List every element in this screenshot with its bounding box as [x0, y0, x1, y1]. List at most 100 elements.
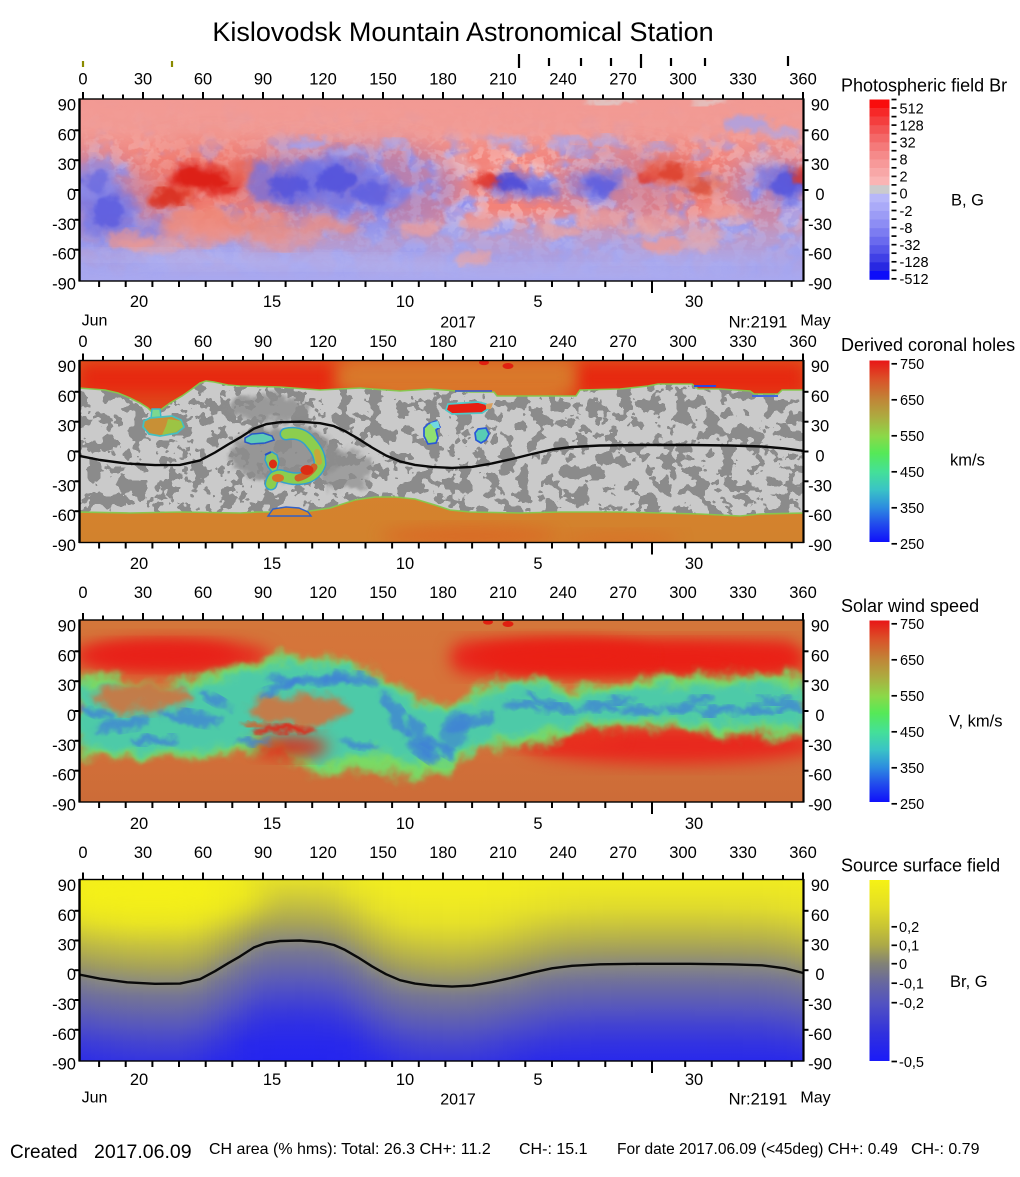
svg-text:0: 0 — [67, 707, 76, 725]
svg-text:0: 0 — [78, 71, 87, 89]
svg-text:-90: -90 — [808, 797, 832, 815]
svg-text:300: 300 — [669, 71, 697, 89]
svg-text:-30: -30 — [808, 996, 832, 1014]
svg-text:240: 240 — [549, 584, 577, 602]
svg-text:270: 270 — [609, 844, 637, 862]
svg-text:90: 90 — [58, 877, 76, 895]
svg-text:0: 0 — [899, 957, 907, 973]
svg-text:360: 360 — [789, 71, 817, 89]
svg-text:60: 60 — [58, 647, 76, 665]
svg-text:-0,1: -0,1 — [899, 977, 924, 993]
svg-text:-60: -60 — [808, 507, 832, 525]
svg-text:10: 10 — [396, 815, 414, 833]
svg-text:150: 150 — [369, 333, 397, 351]
svg-text:0: 0 — [78, 844, 87, 862]
svg-text:60: 60 — [811, 907, 829, 925]
svg-text:Jun: Jun — [82, 313, 108, 330]
svg-text:250: 250 — [900, 537, 924, 553]
svg-text:-60: -60 — [808, 1026, 832, 1044]
svg-text:210: 210 — [489, 71, 517, 89]
svg-text:120: 120 — [309, 584, 337, 602]
svg-text:270: 270 — [609, 333, 637, 351]
svg-text:750: 750 — [900, 617, 924, 633]
svg-text:20: 20 — [130, 293, 148, 311]
svg-text:450: 450 — [900, 725, 924, 741]
svg-text:120: 120 — [309, 333, 337, 351]
svg-text:-0,2: -0,2 — [899, 996, 924, 1012]
svg-text:90: 90 — [811, 618, 829, 636]
svg-text:5: 5 — [533, 815, 542, 833]
svg-text:330: 330 — [729, 844, 757, 862]
svg-text:-60: -60 — [52, 246, 76, 264]
svg-text:20: 20 — [130, 815, 148, 833]
svg-text:30: 30 — [58, 677, 76, 695]
svg-text:30: 30 — [58, 418, 76, 436]
svg-text:-90: -90 — [52, 276, 76, 294]
svg-text:Nr:2191: Nr:2191 — [729, 1091, 788, 1109]
svg-text:0: 0 — [815, 448, 824, 466]
svg-text:CH-: 0.79: CH-: 0.79 — [911, 1141, 980, 1158]
svg-text:180: 180 — [429, 71, 457, 89]
svg-text:750: 750 — [900, 357, 924, 373]
svg-text:-90: -90 — [808, 276, 832, 294]
svg-text:90: 90 — [811, 877, 829, 895]
svg-text:60: 60 — [58, 907, 76, 925]
svg-text:30: 30 — [811, 418, 829, 436]
svg-text:300: 300 — [669, 584, 697, 602]
svg-text:10: 10 — [396, 555, 414, 573]
svg-text:-60: -60 — [808, 246, 832, 264]
svg-text:2017.06.09: 2017.06.09 — [94, 1141, 192, 1163]
svg-text:180: 180 — [429, 333, 457, 351]
svg-text:15: 15 — [263, 555, 281, 573]
svg-text:60: 60 — [58, 388, 76, 406]
svg-text:0: 0 — [815, 186, 824, 204]
svg-text:90: 90 — [254, 71, 272, 89]
svg-text:-30: -30 — [52, 996, 76, 1014]
svg-text:5: 5 — [533, 1071, 542, 1089]
svg-text:-90: -90 — [808, 537, 832, 555]
svg-text:Nr:2191: Nr:2191 — [729, 314, 788, 332]
svg-text:512: 512 — [900, 101, 924, 117]
svg-text:30: 30 — [811, 156, 829, 174]
svg-text:30: 30 — [685, 1071, 703, 1089]
svg-text:350: 350 — [900, 501, 924, 517]
svg-text:60: 60 — [811, 647, 829, 665]
svg-text:350: 350 — [900, 761, 924, 777]
svg-text:330: 330 — [729, 71, 757, 89]
svg-text:-90: -90 — [52, 537, 76, 555]
svg-text:90: 90 — [811, 358, 829, 376]
svg-text:450: 450 — [900, 465, 924, 481]
svg-text:210: 210 — [489, 333, 517, 351]
svg-text:60: 60 — [58, 126, 76, 144]
svg-text:0: 0 — [67, 966, 76, 984]
svg-text:0: 0 — [78, 333, 87, 351]
svg-text:0: 0 — [815, 966, 824, 984]
svg-text:-90: -90 — [808, 1056, 832, 1074]
svg-text:270: 270 — [609, 71, 637, 89]
svg-text:V, km/s: V, km/s — [949, 713, 1003, 731]
svg-text:30: 30 — [58, 156, 76, 174]
svg-text:60: 60 — [194, 844, 212, 862]
svg-text:300: 300 — [669, 844, 697, 862]
svg-text:250: 250 — [900, 797, 924, 813]
svg-text:0: 0 — [67, 448, 76, 466]
svg-text:2: 2 — [900, 170, 908, 186]
svg-text:150: 150 — [369, 71, 397, 89]
svg-text:Photospheric field Br: Photospheric field Br — [841, 76, 1007, 96]
svg-text:Source surface field: Source surface field — [841, 856, 1000, 876]
svg-text:-60: -60 — [52, 507, 76, 525]
svg-text:550: 550 — [900, 689, 924, 705]
svg-text:330: 330 — [729, 584, 757, 602]
svg-text:15: 15 — [263, 293, 281, 311]
svg-text:270: 270 — [609, 584, 637, 602]
svg-text:Kislovodsk Mountain Astronomic: Kislovodsk Mountain Astronomical Station — [212, 17, 713, 47]
svg-text:CH-: 15.1: CH-: 15.1 — [519, 1141, 588, 1158]
svg-text:32: 32 — [900, 136, 916, 152]
svg-text:240: 240 — [549, 333, 577, 351]
svg-text:May: May — [800, 313, 830, 330]
svg-text:330: 330 — [729, 333, 757, 351]
svg-text:-30: -30 — [52, 216, 76, 234]
svg-text:650: 650 — [900, 393, 924, 409]
svg-text:120: 120 — [309, 71, 337, 89]
svg-text:-512: -512 — [900, 272, 929, 288]
